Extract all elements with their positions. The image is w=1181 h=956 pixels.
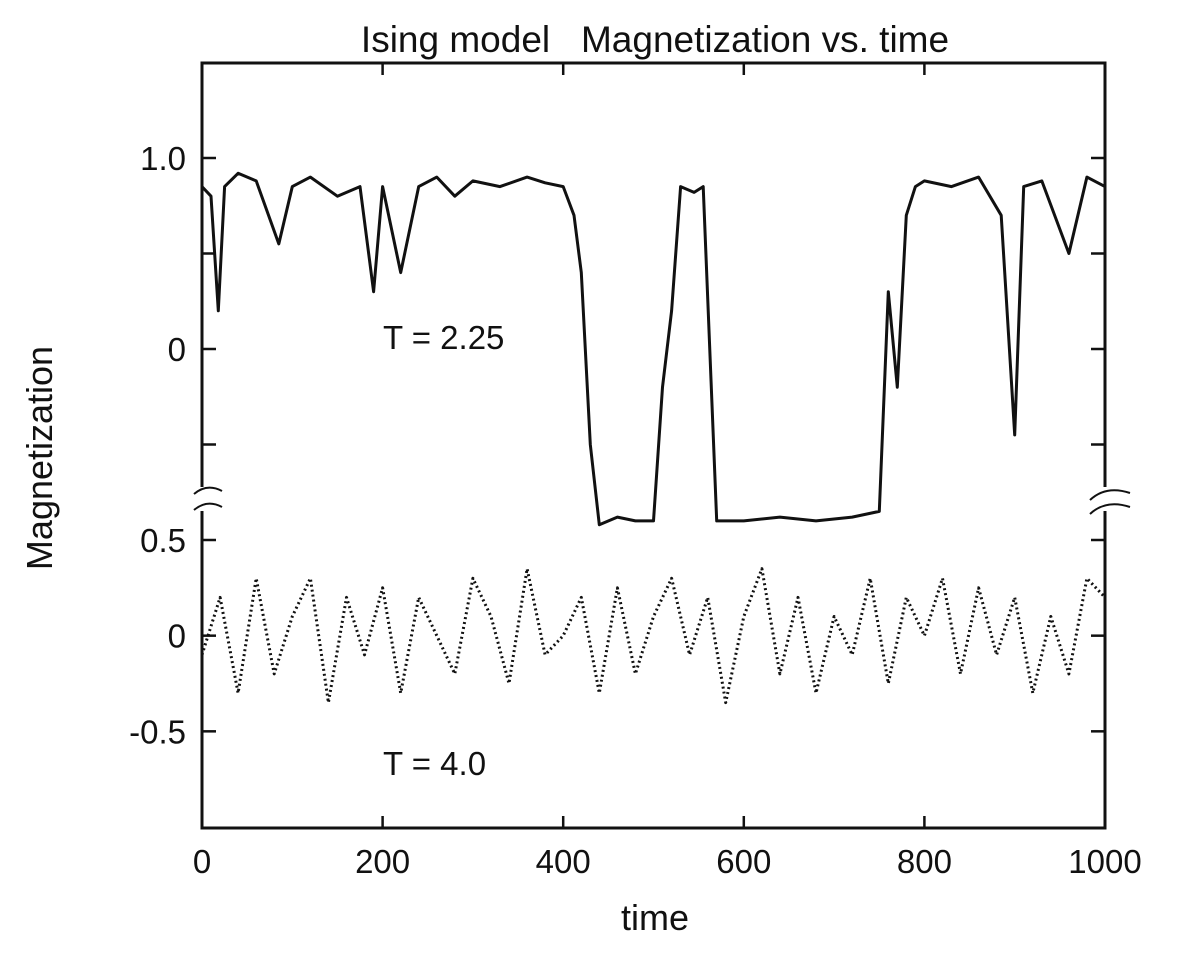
series-line-lower xyxy=(200,567,1107,705)
y-tick-label-lower: 0 xyxy=(168,618,186,655)
x-tick-label: 400 xyxy=(536,843,591,880)
x-tick-label: 200 xyxy=(355,843,410,880)
series-line-upper xyxy=(200,171,1106,527)
series-annotation-upper: T = 2.25 xyxy=(383,319,504,356)
y-axis-label: Magnetization xyxy=(19,346,60,570)
y-tick-label-upper: 0 xyxy=(168,331,186,368)
axis-break-right xyxy=(1088,487,1132,515)
y-tick-label-lower: -0.5 xyxy=(129,713,186,750)
y-tick-label-upper: 1.0 xyxy=(140,140,186,177)
x-tick-label: 0 xyxy=(193,843,211,880)
x-tick-label: 600 xyxy=(716,843,771,880)
x-tick-label: 1000 xyxy=(1068,843,1141,880)
x-tick-label: 800 xyxy=(897,843,952,880)
y-tick-label-lower: 0.5 xyxy=(140,522,186,559)
plot-frame xyxy=(200,61,1107,830)
x-axis-label: time xyxy=(621,897,689,938)
axis-break-left xyxy=(192,486,223,511)
chart-title: Ising model Magnetization vs. time xyxy=(361,19,949,60)
series-annotation-lower: T = 4.0 xyxy=(383,745,486,782)
